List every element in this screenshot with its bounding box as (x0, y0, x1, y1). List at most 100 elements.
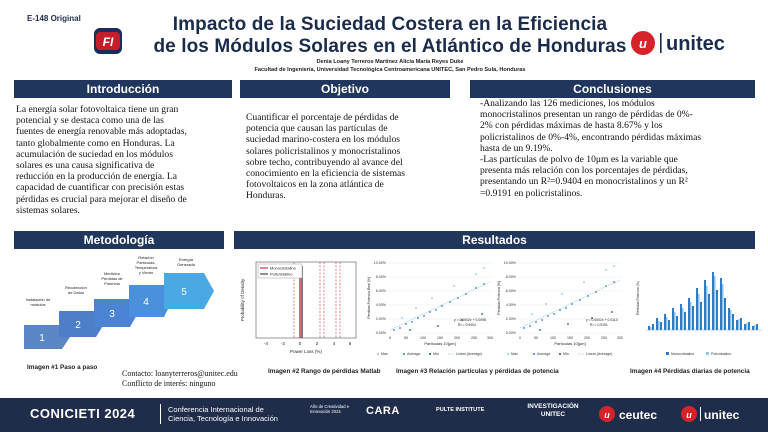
unitec-logo-text: unitec (666, 33, 725, 55)
step-2-shape (59, 311, 104, 337)
fi-logo-text: FI (103, 35, 114, 49)
fig3a-ytick: 4.00% (376, 303, 387, 307)
intro-heading: Introducción (14, 80, 232, 98)
footer-logo-creatividad: Año de Creatividad e Innovación 2024 (310, 404, 350, 414)
conclusions-line: -Las partículas de polvo de 10μm es la v… (480, 154, 678, 166)
footer-logo-pulte: PULTE INSTITUTE (436, 407, 485, 413)
objective-line: sobre techo, contribuyendo al avance del (246, 156, 403, 168)
poster-title-line2: de los Módulos Solares en el Atlántico d… (153, 36, 627, 57)
methodology-heading: Metodología (14, 231, 224, 249)
fig3a-ytick: 2.00% (376, 317, 387, 321)
poster-code: E-148 Original (27, 14, 81, 23)
fig2-ylabel: Probability of Density (240, 278, 245, 321)
objective-line: suciedad marino-costera en los módulos (246, 134, 400, 146)
intro-text: La energía solar fotovoltaica tiene un g… (16, 104, 230, 216)
fig3b-ytick: 6.00% (506, 289, 517, 293)
figure-1-caption: Imagen #1 Paso a paso (27, 364, 98, 371)
figure-4-daily-bars: Pérdidas Potencia (%) Monocristalino Pol… (636, 272, 762, 356)
conclusions-line: monocristalinos presentan un rango de pé… (480, 109, 693, 121)
fig3b-xtick: 100 (550, 336, 556, 340)
fig3b-xtick: 200 (584, 336, 590, 340)
intro-line: acumulación de suciedad en los módulos (16, 148, 173, 160)
step-1-number: 1 (39, 333, 45, 344)
step-1-shape (24, 325, 70, 349)
fig3b-legend: Lineal (Average) (586, 352, 612, 356)
step-4-shape (129, 285, 172, 317)
footer-subtitle-line2: Ciencia, Tecnología e Innovación (168, 414, 278, 423)
fig3b-ytick: 2.00% (506, 317, 517, 321)
objective-line: Cuantificar el porcentaje de pérdidas de (246, 112, 399, 123)
footer-divider (160, 404, 161, 424)
fig3a-xtick: 300 (487, 336, 493, 340)
authors: Denia Loany Terreros Martínez Alicia Mar… (316, 59, 464, 65)
conclusions-line: presenta más relación con los porcentaje… (480, 165, 688, 177)
fig3b-equation: y = 0.0002x + 0.0113 (586, 318, 618, 322)
intro-line: reducción en la producción de energía. L… (16, 171, 177, 183)
intro-line: potencial y se destaca como una de las (16, 115, 164, 127)
fig3a-legend: Lineal (Average) (456, 352, 482, 356)
fig3b-legend: Average (537, 352, 550, 356)
fig4-legend-poly: Policristalino (711, 352, 731, 356)
fig3a-ytick: 10.00% (374, 261, 387, 265)
fig3b-xlabel: Partículas 10[μm] (554, 341, 585, 346)
intro-line: solares es una causa significativa de (16, 160, 155, 172)
fig3a-legend: Max (381, 352, 388, 356)
conclusions-line: hasta de un 9.19%. (480, 142, 553, 154)
step-5-label: Energía Generada (177, 257, 196, 267)
fig2-xtick: 4 (333, 341, 336, 346)
results-heading: Resultados (234, 231, 755, 249)
fig3b-xtick: 50 (534, 336, 538, 340)
objective-line: conocimiento en la eficiencia de sistema… (246, 168, 406, 180)
objective-line: Honduras. (246, 190, 286, 202)
fig3a-r2: R² = 0.9404 (458, 323, 476, 327)
conclusions-heading: Conclusiones (470, 80, 755, 98)
objective-line: fotovoltaicos en la zona atlántica de (246, 179, 384, 191)
conclusions-line: -Analizando las 126 mediciones, los módu… (480, 98, 655, 109)
fig3b-xtick: 250 (601, 336, 607, 340)
footer-logo-unitec: u unitec (681, 406, 740, 422)
conclusions-line: =0.9191 en policristalinos. (480, 187, 583, 199)
footer-bar (0, 398, 768, 432)
fig3b-ylabel: Pérdidas Potencia [%] (497, 281, 501, 314)
fig3b-ytick: 10.00% (504, 261, 517, 265)
conclusions-text: -Analizando las 126 mediciones, los módu… (480, 98, 750, 199)
fig3b-points (523, 265, 615, 331)
objective-heading: Objetivo (240, 80, 450, 98)
footer-conference-title: CONICIETI 2024 (30, 406, 136, 421)
fig4-legend-mono: Monocristalino (671, 352, 694, 356)
fig3b-ytick: 0.00% (506, 331, 517, 335)
fig2-legend-mono: Monocristalino (270, 266, 297, 271)
fig2-xtick: -2 (281, 341, 285, 346)
intro-line: pérdidas es crucial para mejorar el dise… (16, 193, 187, 205)
step-3-label: Medición Pérdidas de Potencia (101, 271, 123, 286)
fig3a-ytick: 0.00% (376, 331, 387, 335)
fig3a-legend: Min (433, 352, 439, 356)
fi-logo: FI (94, 28, 122, 54)
fig3a-ytick: 6.00% (376, 289, 387, 293)
affiliation: Facultad de Ingeniería, Universidad Tecn… (254, 67, 526, 73)
fig3a-xtick: 100 (420, 336, 426, 340)
conclusions-line: policristalinos de 0%-4%, encontrando pé… (480, 131, 702, 143)
fig3b-ytick: 4.00% (506, 303, 517, 307)
fig3b-r2: R² = 0.9191 (590, 323, 608, 327)
footer-subtitle-line1: Conferencia Internacional de (168, 405, 264, 414)
fig3b-legend: Min (563, 352, 569, 356)
contact-info[interactable]: Contacto: loanyterreros@unitec.edu (122, 369, 238, 378)
svg-text:u: u (604, 410, 610, 420)
unitec-logo: u unitec (631, 31, 725, 55)
footer-logo-cara: CARA (366, 405, 400, 417)
fig3b-xtick: 150 (567, 336, 573, 340)
figure-3-caption: Imagen #3 Relación partículas y pérdidas… (396, 368, 559, 375)
footer-ceutec-text: ceutec (619, 408, 657, 422)
fig3a-xlabel: Partículas 10[μm] (424, 341, 455, 346)
svg-text:u: u (639, 36, 647, 51)
fig2-legend-poly: Policristalino (270, 272, 293, 277)
objective-line: potencia que causan las partículas de (246, 123, 388, 135)
fig2-xtick: 2 (316, 341, 319, 346)
fig4-bars (648, 272, 758, 330)
step-2-number: 2 (75, 320, 81, 331)
figure-3b-scatter: 10.00% 8.00% 6.00% 4.00% 2.00% 0.00% y =… (497, 261, 623, 356)
methodology-steps-diagram: 1 2 3 4 5 Instalación de módulos Recolecc… (24, 255, 214, 349)
fig2-legend (257, 263, 303, 279)
fig3b-legend: Max (511, 352, 518, 356)
